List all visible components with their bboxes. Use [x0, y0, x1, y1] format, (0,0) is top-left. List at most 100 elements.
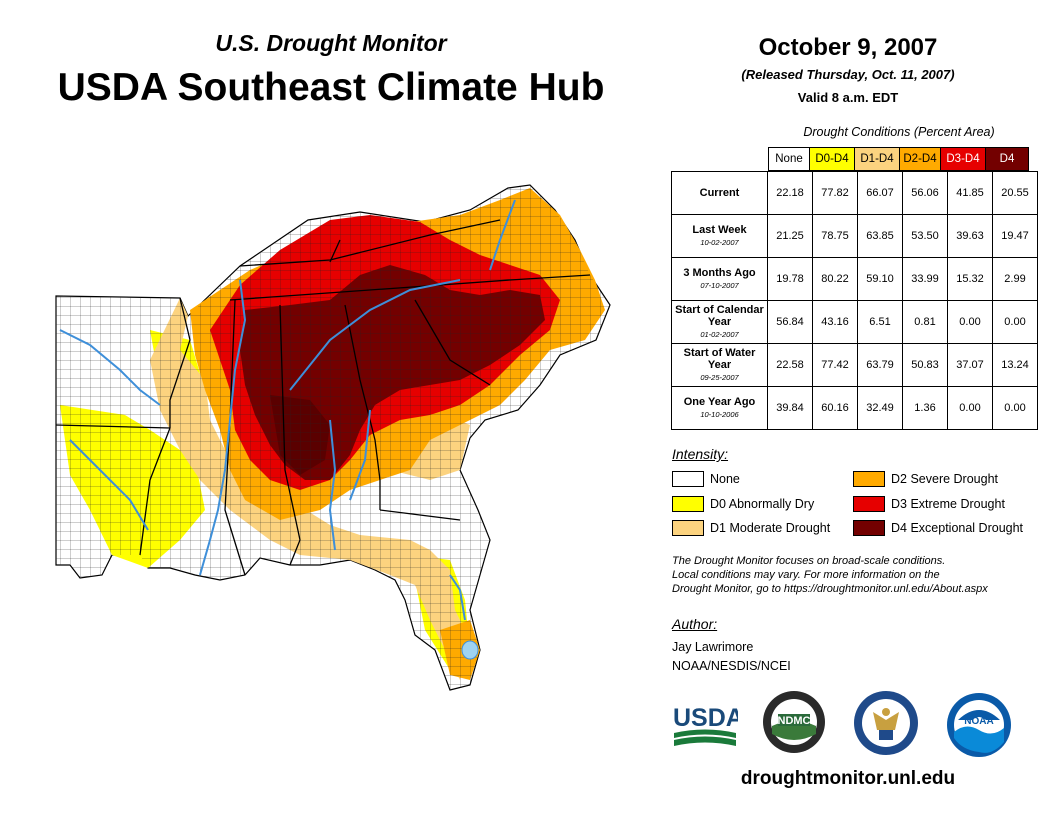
legend-swatch: [853, 471, 885, 487]
table-cell: 22.58: [767, 343, 813, 387]
table-cell: 33.99: [902, 257, 948, 301]
legend-swatch: [672, 496, 704, 512]
legend-label: None: [710, 472, 740, 486]
row-label-text: One Year Ago: [683, 395, 756, 408]
table-cell: 0.00: [947, 386, 993, 430]
table-cell: 80.22: [812, 257, 858, 301]
row-label-text: Start of Water Year: [683, 346, 756, 371]
table-cell: 37.07: [947, 343, 993, 387]
table-cell: 41.85: [947, 171, 993, 215]
legend-label: D1 Moderate Drought: [710, 521, 831, 535]
table-row: One Year Ago 10-10-2006 39.84 60.16 32.49 1.3…: [671, 386, 1038, 430]
release-date: (Released Thursday, Oct. 11, 2007): [741, 67, 955, 82]
map-title: USDA Southeast Climate Hub: [57, 66, 605, 109]
author-heading: Author:: [672, 616, 718, 632]
legend-swatch: [853, 520, 885, 536]
table-cell: 0.00: [992, 300, 1038, 344]
table-cell: 77.82: [812, 171, 858, 215]
table-cell: 50.83: [902, 343, 948, 387]
row-date: 09-25-2007: [700, 372, 739, 382]
noaa-logo: NOAA: [947, 693, 1011, 757]
row-label: Last Week 10-02-2007: [671, 214, 768, 258]
legend-label: D0 Abnormally Dry: [710, 497, 815, 511]
usda-logo: USDA: [673, 704, 738, 746]
table-cell: 2.99: [992, 257, 1038, 301]
row-label: Current: [671, 171, 768, 215]
website-url[interactable]: droughtmonitor.unl.edu: [740, 768, 956, 789]
legend-item: D3 Extreme Drought: [853, 496, 1005, 512]
table-cell: 19.47: [992, 214, 1038, 258]
table-cell: 13.24: [992, 343, 1038, 387]
table-cell: 21.25: [767, 214, 813, 258]
valid-time: Valid 8 a.m. EDT: [797, 90, 899, 105]
note-line: Drought Monitor, go to https://droughtmo…: [672, 583, 988, 595]
row-label-text: Current: [699, 187, 740, 199]
legend-swatch: [853, 496, 885, 512]
table-cell: 56.06: [902, 171, 948, 215]
table-cell: 43.16: [812, 300, 858, 344]
drought-map: [55, 184, 611, 691]
commerce-seal-logo: [854, 691, 918, 755]
column-header-d3-d4: D3-D4: [940, 147, 986, 171]
legend-label: D2 Severe Drought: [891, 472, 999, 486]
table-cell: 0.00: [947, 300, 993, 344]
drought-monitor-note: The Drought Monitor focuses on broad-sca…: [672, 554, 1048, 596]
noaa-logo-text: NOAA: [964, 716, 993, 727]
author-info: Jay Lawrimore NOAA/NESDIS/NCEI: [672, 638, 791, 676]
rivers: [59, 199, 516, 621]
table-cell: 19.78: [767, 257, 813, 301]
lake-okeechobee: [461, 640, 479, 660]
table-cell: 39.63: [947, 214, 993, 258]
legend-item: D0 Abnormally Dry: [672, 496, 814, 512]
row-label-text: 3 Months Ago: [683, 266, 756, 279]
drought-conditions-table: Current 22.18 77.82 66.07 56.06 41.85 20.55 Las…: [671, 171, 1038, 430]
table-row: 3 Months Ago 07-10-2007 19.78 80.22 59.10 33.…: [671, 257, 1038, 301]
usda-logo-text: USDA: [673, 704, 738, 732]
table-row: Current 22.18 77.82 66.07 56.06 41.85 20.55: [671, 171, 1038, 215]
map-date: October 9, 2007: [758, 34, 938, 61]
note-line: Local conditions may vary. For more info…: [672, 569, 940, 581]
legend-item: D2 Severe Drought: [853, 471, 998, 487]
ndmc-logo: NDMC: [763, 691, 825, 753]
table-cell: 22.18: [767, 171, 813, 215]
table-cell: 66.07: [857, 171, 903, 215]
column-header-d4: D4: [985, 147, 1029, 171]
table-cell: 59.10: [857, 257, 903, 301]
legend-item: D4 Exceptional Drought: [853, 520, 1023, 536]
table-row: Start of Calendar Year 01-02-2007 56.84 43.…: [671, 300, 1038, 344]
legend-item: None: [672, 471, 740, 487]
county-lines: [56, 185, 610, 690]
column-header-d2-d4: D2-D4: [899, 147, 941, 171]
row-label-text: Start of Calendar Year: [675, 303, 764, 328]
table-cell: 0.00: [992, 386, 1038, 430]
table-cell: 0.81: [902, 300, 948, 344]
legend-item: D1 Moderate Drought: [672, 520, 830, 536]
row-date: 01-02-2007: [700, 329, 739, 339]
table-cell: 63.79: [857, 343, 903, 387]
table-cell: 56.84: [767, 300, 813, 344]
column-header-none: None: [768, 147, 810, 171]
row-label-text: Last Week: [692, 223, 747, 236]
row-label: Start of Water Year 09-25-2007: [671, 343, 768, 387]
column-header-d1-d4: D1-D4: [854, 147, 900, 171]
row-label: One Year Ago 10-10-2006: [671, 386, 768, 430]
table-cell: 20.55: [992, 171, 1038, 215]
row-label: Start of Calendar Year 01-02-2007: [671, 300, 768, 344]
ndmc-logo-text: NDMC: [778, 715, 811, 727]
author-name: Jay Lawrimore: [672, 640, 754, 654]
table-row: Start of Water Year 09-25-2007 22.58 77.42 6…: [671, 343, 1038, 387]
legend-title: Intensity:: [672, 446, 729, 462]
column-header-d0-d4: D0-D4: [809, 147, 855, 171]
table-cell: 15.32: [947, 257, 993, 301]
table-cell: 1.36: [902, 386, 948, 430]
map-subtitle: U.S. Drought Monitor: [215, 30, 447, 56]
legend-label: D3 Extreme Drought: [891, 497, 1005, 511]
row-label: 3 Months Ago 07-10-2007: [671, 257, 768, 301]
state-boundaries: [55, 219, 591, 576]
legend-label: D4 Exceptional Drought: [891, 521, 1024, 535]
table-cell: 39.84: [767, 386, 813, 430]
row-date: 10-02-2007: [700, 237, 739, 247]
table-row: Last Week 10-02-2007 21.25 78.75 63.85 53.50 3…: [671, 214, 1038, 258]
table-cell: 63.85: [857, 214, 903, 258]
table-caption: Drought Conditions (Percent Area): [803, 125, 995, 139]
